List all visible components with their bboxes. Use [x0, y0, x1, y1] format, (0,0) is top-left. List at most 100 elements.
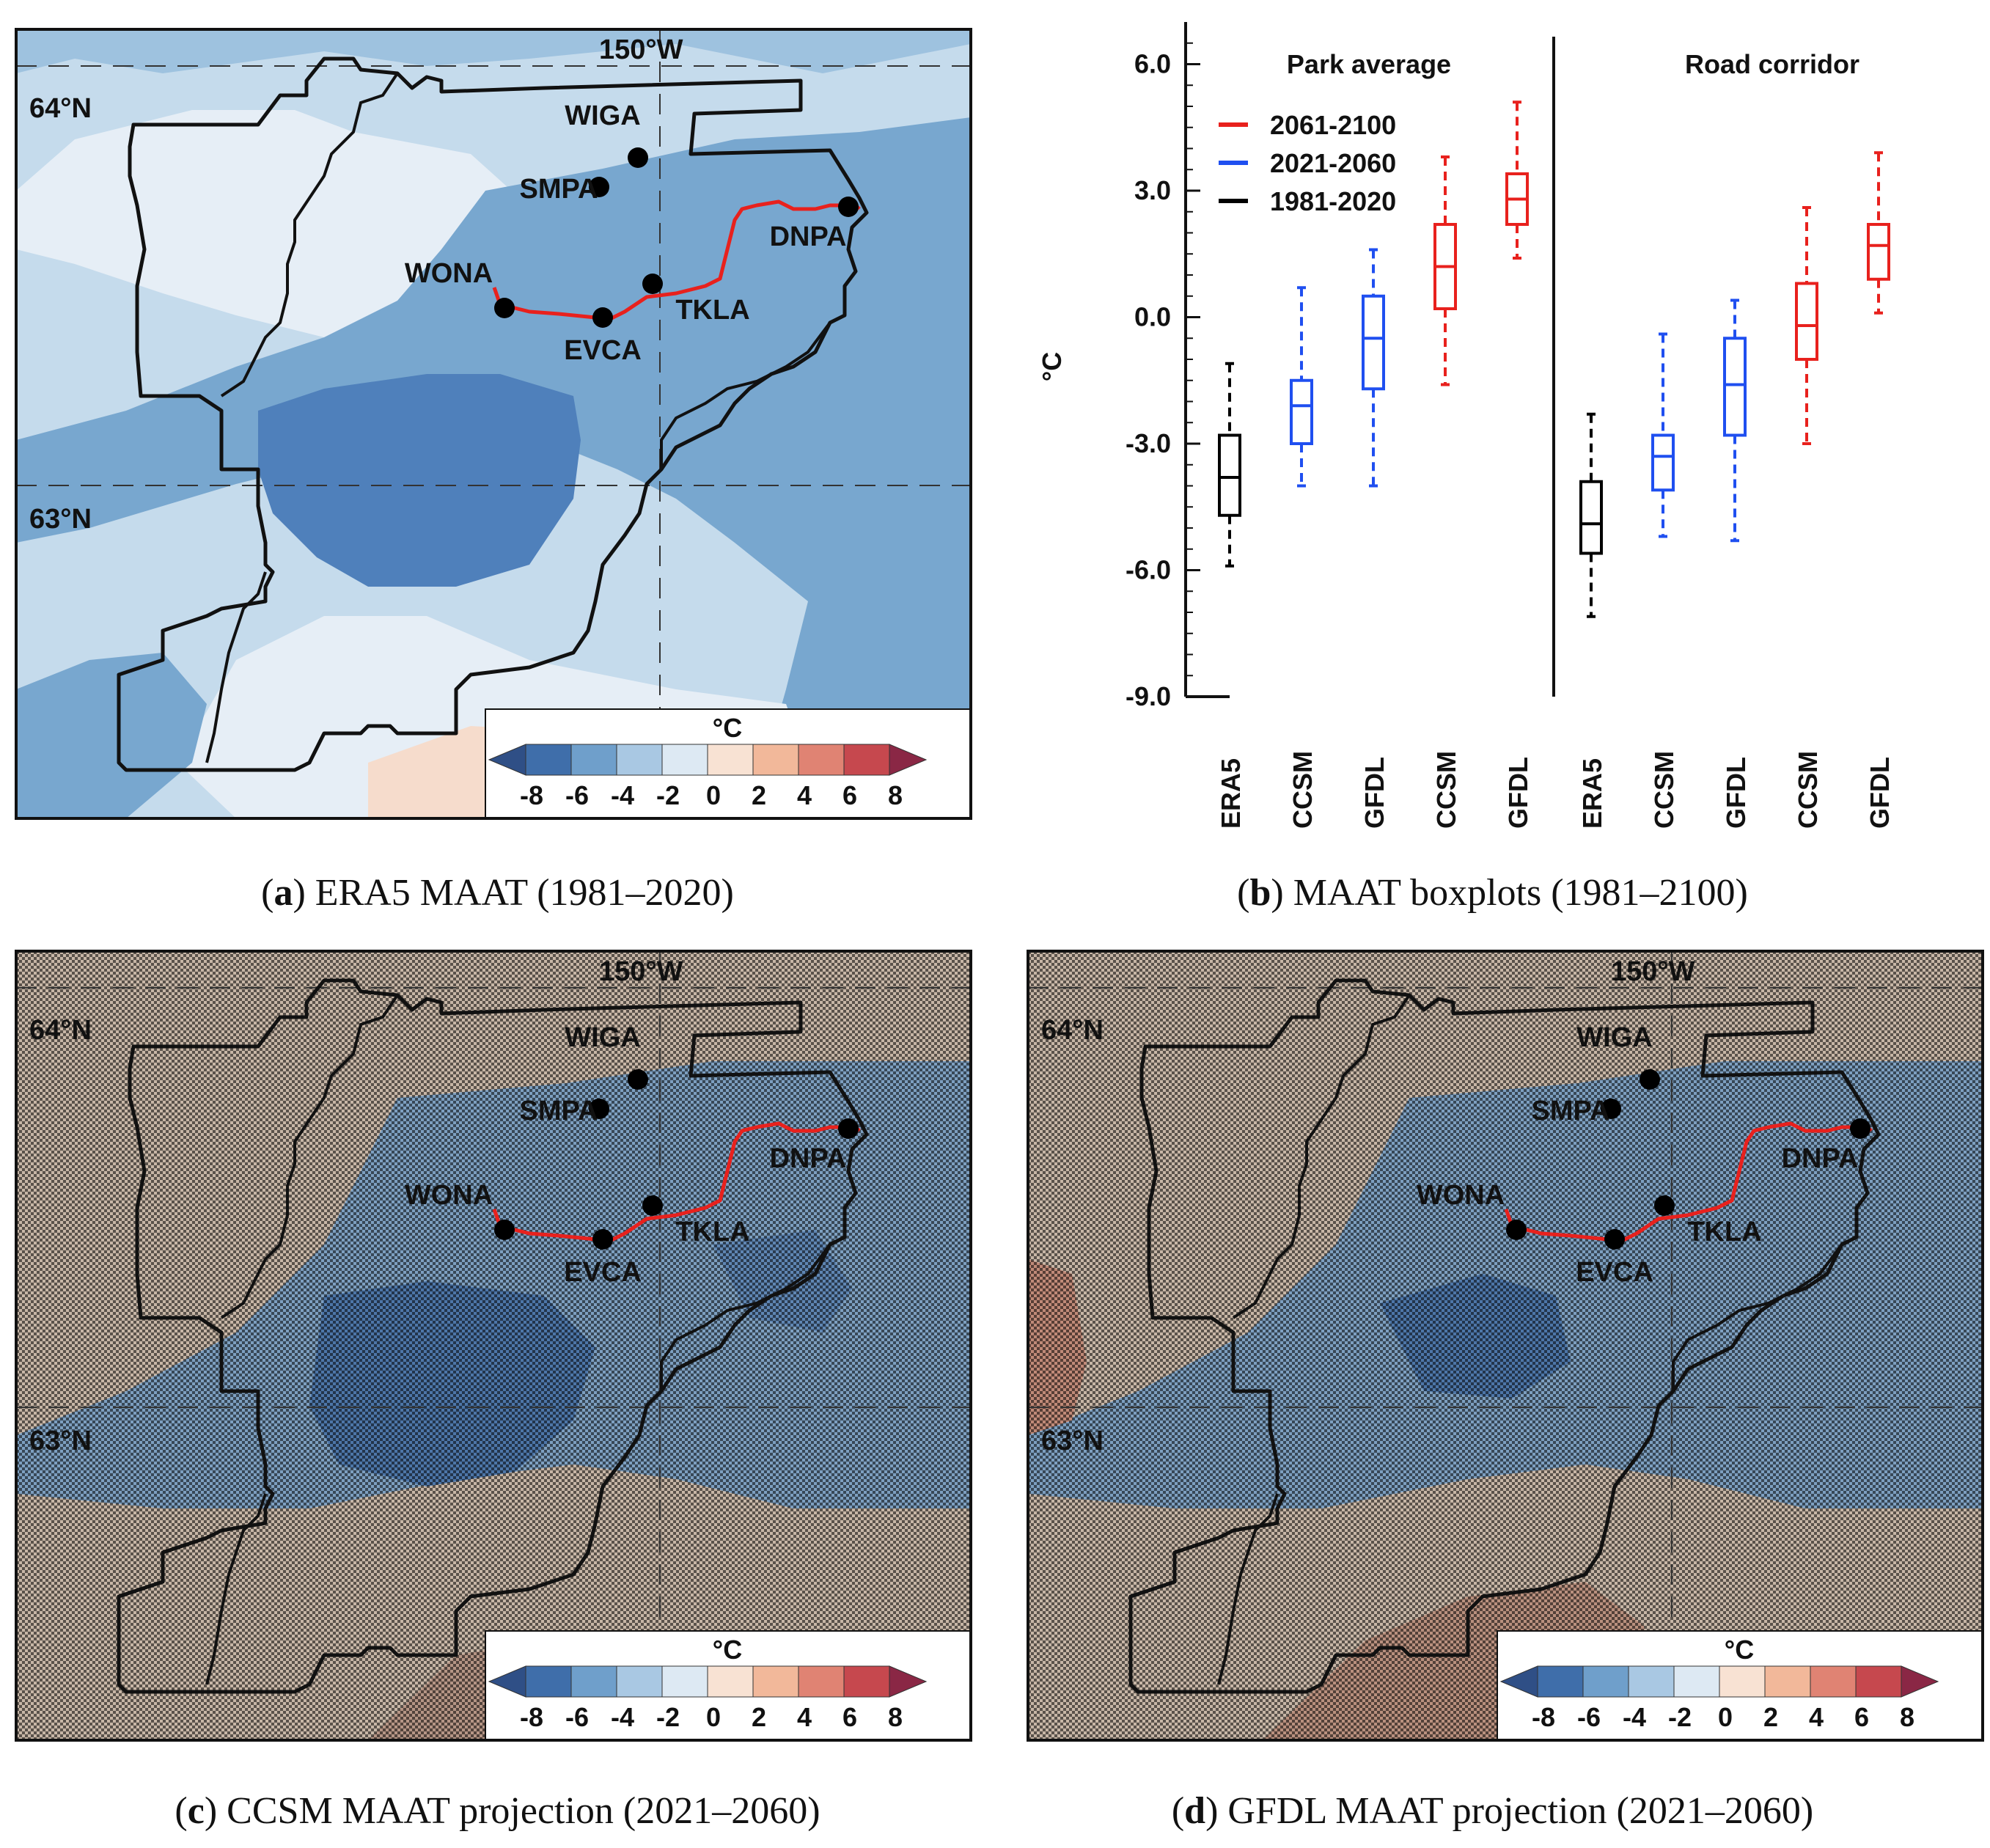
y-axis-label: °C — [1037, 352, 1067, 381]
colorbar-tick: -2 — [656, 1702, 680, 1732]
colorbar-tick: -8 — [1532, 1702, 1555, 1732]
x-tick-label: CCSM — [1431, 751, 1461, 829]
park-boundary — [1128, 978, 1881, 1694]
park-road — [1504, 1121, 1873, 1243]
park-road — [492, 199, 861, 321]
map-field — [1028, 951, 1983, 1740]
lon-label: 150°W — [599, 34, 683, 65]
caption-d: (d) GFDL MAAT projection (2021–2060) — [1171, 1790, 1814, 1832]
lon-label: 150°W — [1611, 956, 1695, 987]
x-tick-label: CCSM — [1288, 751, 1318, 829]
colorbar-segment — [1764, 1665, 1811, 1698]
box-iqr — [1867, 223, 1890, 281]
station-marker — [628, 1069, 648, 1090]
station-marker — [494, 298, 515, 318]
colorbar-tick: 0 — [1718, 1702, 1733, 1732]
colorbar-segment — [843, 744, 890, 776]
colorbar-tick: -8 — [520, 780, 543, 810]
colorbar-tick: 8 — [1900, 1702, 1914, 1732]
station-label: DNPA — [1782, 1143, 1859, 1174]
box-ccsm-2021-2060 — [1290, 286, 1313, 488]
panel-a-map: 150°W 64°N 63°N WIGA SMPA WONA EVCA TKLA DNPA °C -… — [15, 28, 972, 820]
panel-c-map: 150°W 64°N 63°N WIGA SMPA WONA EVCA TKLA DNPA °C -… — [15, 950, 972, 1742]
box-iqr — [1579, 480, 1603, 555]
y-tick-label: 6.0 — [1134, 49, 1171, 79]
colorbar-tick: -6 — [565, 1702, 589, 1732]
colorbar-segment — [1582, 1665, 1629, 1698]
lat-label-63n: 63°N — [29, 1426, 92, 1456]
colorbar-segment — [661, 1665, 708, 1698]
colorbar-segment — [1901, 1665, 1939, 1698]
colorbar-tick: 4 — [797, 780, 812, 810]
station-label: DNPA — [770, 221, 847, 252]
x-tick-label: GFDL — [1865, 757, 1895, 829]
station-label: SMPA — [520, 174, 598, 205]
box-iqr — [1795, 282, 1818, 361]
station-label: DNPA — [770, 1143, 847, 1174]
colorbar-tick: 2 — [1763, 1702, 1778, 1732]
station-label: WIGA — [565, 1022, 640, 1053]
station-label: WONA — [405, 258, 493, 289]
colorbar-tick: -4 — [611, 1702, 634, 1732]
x-tick-label: CCSM — [1793, 751, 1823, 829]
x-tick-label: ERA5 — [1216, 758, 1246, 829]
y-tick-label: 0.0 — [1134, 302, 1171, 332]
boxplot-svg: 6.0 3.0 0.0 -3.0 -6.0 -9.0 °C Park average Road … — [1037, 22, 1895, 829]
x-tick-label: GFDL — [1503, 757, 1533, 829]
box-era5-1981-2020 — [1218, 362, 1241, 568]
box-iqr — [1723, 337, 1747, 437]
map-d-svg: 150°W 64°N 63°N WIGA SMPA WONA EVCA TKLA DNPA °C -… — [1027, 950, 1984, 1742]
colorbar-tick: -2 — [656, 780, 680, 810]
station-marker — [642, 1195, 663, 1216]
box-gfdl-2021-2060 — [1723, 298, 1747, 543]
colorbar-tick: 6 — [1854, 1702, 1869, 1732]
colorbar-segment — [707, 744, 754, 776]
colorbar-tick: 0 — [706, 1702, 721, 1732]
park-boundary — [205, 571, 267, 763]
group-title-park: Park average — [1287, 49, 1451, 79]
lat-label-63n: 63°N — [29, 504, 92, 535]
station-label: WONA — [405, 1180, 493, 1211]
lat-label-64n: 64°N — [29, 1015, 92, 1046]
lat-label-64n: 64°N — [1041, 1015, 1104, 1046]
map-field — [16, 29, 971, 818]
station-marker — [1850, 1118, 1870, 1139]
y-tick-label: -9.0 — [1126, 681, 1171, 711]
panel-b-boxplot: 6.0 3.0 0.0 -3.0 -6.0 -9.0 °C Park average Road … — [995, 0, 1990, 851]
colorbar-tick: -4 — [611, 780, 634, 810]
station-marker — [1640, 1069, 1660, 1090]
box-era5-1981-2020 — [1579, 412, 1603, 618]
hatch-overlay — [16, 951, 971, 1740]
lat-label-63n: 63°N — [1041, 1426, 1104, 1456]
colorbar-unit: °C — [713, 713, 742, 743]
colorbar-unit: °C — [713, 1635, 742, 1665]
map-frame — [15, 28, 972, 820]
station-label: WIGA — [565, 100, 640, 131]
station-marker — [494, 1220, 515, 1240]
station-marker — [838, 197, 859, 217]
colorbar-segment — [798, 1665, 845, 1698]
x-tick-label: CCSM — [1649, 751, 1679, 829]
colorbar-segment — [1855, 1665, 1902, 1698]
station-label: EVCA — [564, 335, 642, 366]
y-tick-label: -6.0 — [1126, 555, 1171, 585]
box-iqr — [1651, 433, 1675, 492]
colorbar-tick: 2 — [752, 780, 766, 810]
colorbar-tick: -6 — [565, 780, 589, 810]
station-label: SMPA — [520, 1096, 598, 1126]
x-tick-label: GFDL — [1359, 757, 1389, 829]
park-boundary — [220, 994, 399, 1319]
park-boundary — [660, 1243, 831, 1391]
park-boundary — [660, 321, 831, 469]
station-marker — [628, 147, 648, 168]
park-boundary — [117, 56, 869, 772]
station-marker — [642, 274, 663, 294]
park-boundary — [1232, 994, 1411, 1319]
box-ccsm-2061-2100 — [1795, 206, 1818, 445]
colorbar-tick: 8 — [888, 780, 903, 810]
station-marker — [1506, 1220, 1527, 1240]
colorbar-segment — [752, 744, 799, 776]
colorbar-tick: -6 — [1577, 1702, 1601, 1732]
legend-label: 1981-2020 — [1270, 186, 1396, 216]
panel-d-map: 150°W 64°N 63°N WIGA SMPA WONA EVCA TKLA DNPA °C -… — [1027, 950, 1984, 1742]
